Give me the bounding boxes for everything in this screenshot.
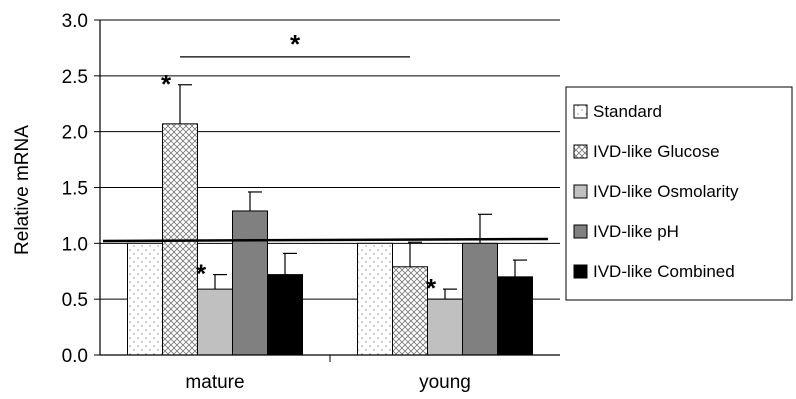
y-tick-label: 2.5 <box>62 67 88 88</box>
x-tick-label: mature <box>185 372 244 393</box>
bars <box>127 84 533 356</box>
legend: Standard IVD-like Glucose IVD-like Osmolar… <box>565 86 793 301</box>
y-axis-label: Relative mRNA <box>12 125 33 255</box>
legend-label: IVD-like Osmolarity <box>593 182 739 201</box>
bar <box>197 288 233 356</box>
legend-label: Standard <box>593 102 662 121</box>
legend-box <box>565 86 793 301</box>
y-tick-label: 0.5 <box>62 290 88 311</box>
y-tick-label: 1.5 <box>62 179 88 200</box>
legend-swatch <box>573 224 588 239</box>
y-tick-label: 2.0 <box>62 123 88 144</box>
bar <box>497 276 533 356</box>
legend-swatch <box>573 144 588 159</box>
legend-swatch <box>573 264 588 279</box>
bar <box>462 242 498 356</box>
reference-line <box>102 237 549 243</box>
y-tick-label: 0.0 <box>62 346 88 367</box>
legend-swatch <box>573 184 588 199</box>
annotations: * * * * <box>102 29 549 303</box>
legend-label: IVD-like pH <box>593 222 679 241</box>
y-tick-label: 1.0 <box>62 234 88 255</box>
bar <box>427 298 463 356</box>
bar <box>232 210 268 356</box>
significance-marker: * <box>426 273 437 303</box>
bar <box>392 266 428 356</box>
y-tick-label: 3.0 <box>62 11 88 32</box>
significance-marker: * <box>161 69 172 99</box>
legend-label: IVD-like Combined <box>593 262 735 281</box>
bar <box>267 274 303 356</box>
legend-label: IVD-like Glucose <box>593 142 720 161</box>
axes: 0.0 0.5 1.0 1.5 2.0 2.5 3.0 mature young <box>62 11 560 393</box>
bar <box>357 242 393 356</box>
legend-swatch <box>573 104 588 119</box>
bar <box>127 242 163 356</box>
x-tick-label: young <box>419 372 471 393</box>
comparison-marker: * <box>290 29 301 59</box>
significance-marker: * <box>196 259 207 289</box>
